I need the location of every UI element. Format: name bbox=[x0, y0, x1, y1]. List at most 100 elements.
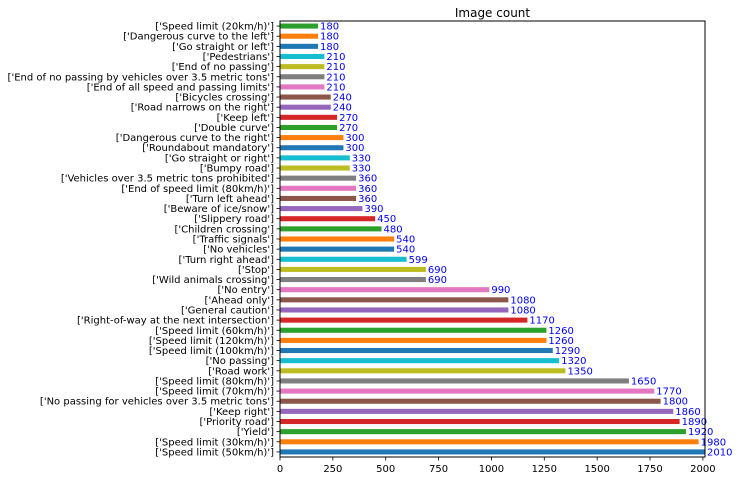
bar bbox=[280, 297, 509, 303]
bars-group bbox=[280, 23, 705, 455]
bar bbox=[280, 378, 629, 384]
bar bbox=[280, 439, 699, 445]
value-label: 690 bbox=[428, 265, 447, 276]
bar bbox=[280, 327, 547, 333]
bar bbox=[280, 317, 528, 323]
value-label: 480 bbox=[383, 224, 402, 235]
bar bbox=[280, 358, 560, 364]
category-label: ['Bicycles crossing'] bbox=[175, 93, 274, 104]
value-label: 180 bbox=[320, 32, 339, 43]
category-label: ['Speed limit (120km/h)'] bbox=[149, 336, 274, 347]
category-label: ['Road narrows on the right'] bbox=[131, 103, 274, 114]
category-label: ['Wild animals crossing'] bbox=[152, 275, 274, 286]
bar bbox=[280, 256, 407, 262]
value-label: 540 bbox=[396, 245, 415, 256]
category-label: ['Double curve'] bbox=[194, 123, 274, 134]
bar bbox=[280, 418, 680, 425]
category-label: ['Speed limit (80km/h)'] bbox=[155, 376, 274, 387]
category-label: ['Right-of-way at the next intersection'… bbox=[77, 316, 274, 327]
value-label: 599 bbox=[409, 255, 428, 266]
x-tick-label: 0 bbox=[277, 464, 283, 475]
bar bbox=[280, 185, 357, 191]
value-label: 240 bbox=[333, 103, 352, 114]
category-label: ['General caution'] bbox=[181, 305, 274, 316]
bar bbox=[280, 337, 547, 343]
category-label: ['End of no passing by vehicles over 3.5… bbox=[8, 72, 275, 83]
category-label: ['Speed limit (100km/h)'] bbox=[149, 346, 274, 357]
bar bbox=[280, 226, 382, 232]
category-label: ['Vehicles over 3.5 metric tons prohibit… bbox=[61, 174, 274, 185]
category-label: ['Traffic signals'] bbox=[193, 235, 274, 246]
bar bbox=[280, 33, 319, 39]
bar bbox=[280, 175, 357, 181]
value-label: 1170 bbox=[529, 316, 554, 327]
category-label: ['No entry'] bbox=[217, 285, 274, 296]
value-label: 1260 bbox=[548, 336, 573, 347]
category-label: ['Priority road'] bbox=[199, 417, 274, 428]
bar bbox=[280, 287, 490, 293]
category-label: ['Ahead only'] bbox=[205, 295, 275, 306]
value-label: 1860 bbox=[675, 407, 700, 418]
bar bbox=[280, 216, 376, 222]
category-label: ['Turn right ahead'] bbox=[179, 255, 275, 266]
x-tick-label: 1000 bbox=[479, 464, 504, 475]
bar bbox=[280, 74, 325, 80]
bar bbox=[280, 155, 350, 161]
value-label: 1290 bbox=[555, 346, 580, 357]
bar bbox=[280, 104, 331, 110]
value-label: 1800 bbox=[663, 397, 688, 408]
category-label: ['Go straight or left'] bbox=[172, 42, 274, 53]
value-label: 1260 bbox=[548, 326, 573, 337]
value-label: 210 bbox=[326, 52, 345, 63]
category-label: ['End of speed limit (80km/h)'] bbox=[121, 184, 274, 195]
category-label: ['Beware of ice/snow'] bbox=[164, 204, 274, 215]
category-label: ['End of all speed and passing limits'] bbox=[87, 82, 274, 93]
value-label: 540 bbox=[396, 235, 415, 246]
value-label: 330 bbox=[352, 153, 371, 164]
category-label: ['Go straight or right'] bbox=[165, 153, 274, 164]
category-label: ['Keep left'] bbox=[217, 113, 274, 124]
category-label: ['Speed limit (60km/h)'] bbox=[155, 326, 274, 337]
bar bbox=[280, 368, 566, 374]
value-label: 390 bbox=[364, 204, 383, 215]
value-label: 210 bbox=[326, 82, 345, 93]
category-label: ['Speed limit (30km/h)'] bbox=[155, 437, 274, 448]
category-label: ['Dangerous curve to the left'] bbox=[123, 32, 274, 43]
value-label: 1980 bbox=[701, 437, 726, 448]
x-tick-label: 2000 bbox=[690, 464, 715, 475]
bar bbox=[280, 429, 686, 435]
bar bbox=[280, 206, 363, 212]
value-label: 270 bbox=[339, 113, 358, 124]
category-label: ['No passing'] bbox=[206, 356, 275, 367]
value-label: 1650 bbox=[631, 376, 656, 387]
category-label: ['No passing for vehicles over 3.5 metri… bbox=[40, 397, 274, 408]
bar bbox=[280, 277, 426, 283]
value-label: 2010 bbox=[707, 447, 732, 458]
bar bbox=[280, 124, 338, 130]
value-label: 360 bbox=[358, 174, 377, 185]
value-label: 1080 bbox=[510, 305, 535, 316]
bar bbox=[280, 165, 350, 171]
value-label: 240 bbox=[333, 93, 352, 104]
value-label: 180 bbox=[320, 22, 339, 33]
x-tick-label: 750 bbox=[429, 464, 448, 475]
category-label: ['No vehicles'] bbox=[203, 245, 274, 256]
value-label: 180 bbox=[320, 42, 339, 53]
x-tick-label: 1500 bbox=[584, 464, 609, 475]
value-label: 1890 bbox=[682, 417, 707, 428]
bar bbox=[280, 449, 705, 455]
category-label: ['End of no passing'] bbox=[172, 62, 274, 73]
value-label: 360 bbox=[358, 184, 377, 195]
category-label: ['Dangerous curve to the right'] bbox=[116, 133, 274, 144]
bar bbox=[280, 348, 553, 354]
category-label: ['Stop'] bbox=[238, 265, 274, 276]
chart-title: Image count bbox=[455, 6, 531, 20]
bar bbox=[280, 398, 661, 404]
bar bbox=[280, 236, 395, 242]
bar bbox=[280, 246, 395, 252]
bar bbox=[280, 145, 344, 151]
bar bbox=[280, 135, 344, 141]
category-label: ['Pedestrians'] bbox=[203, 52, 274, 63]
